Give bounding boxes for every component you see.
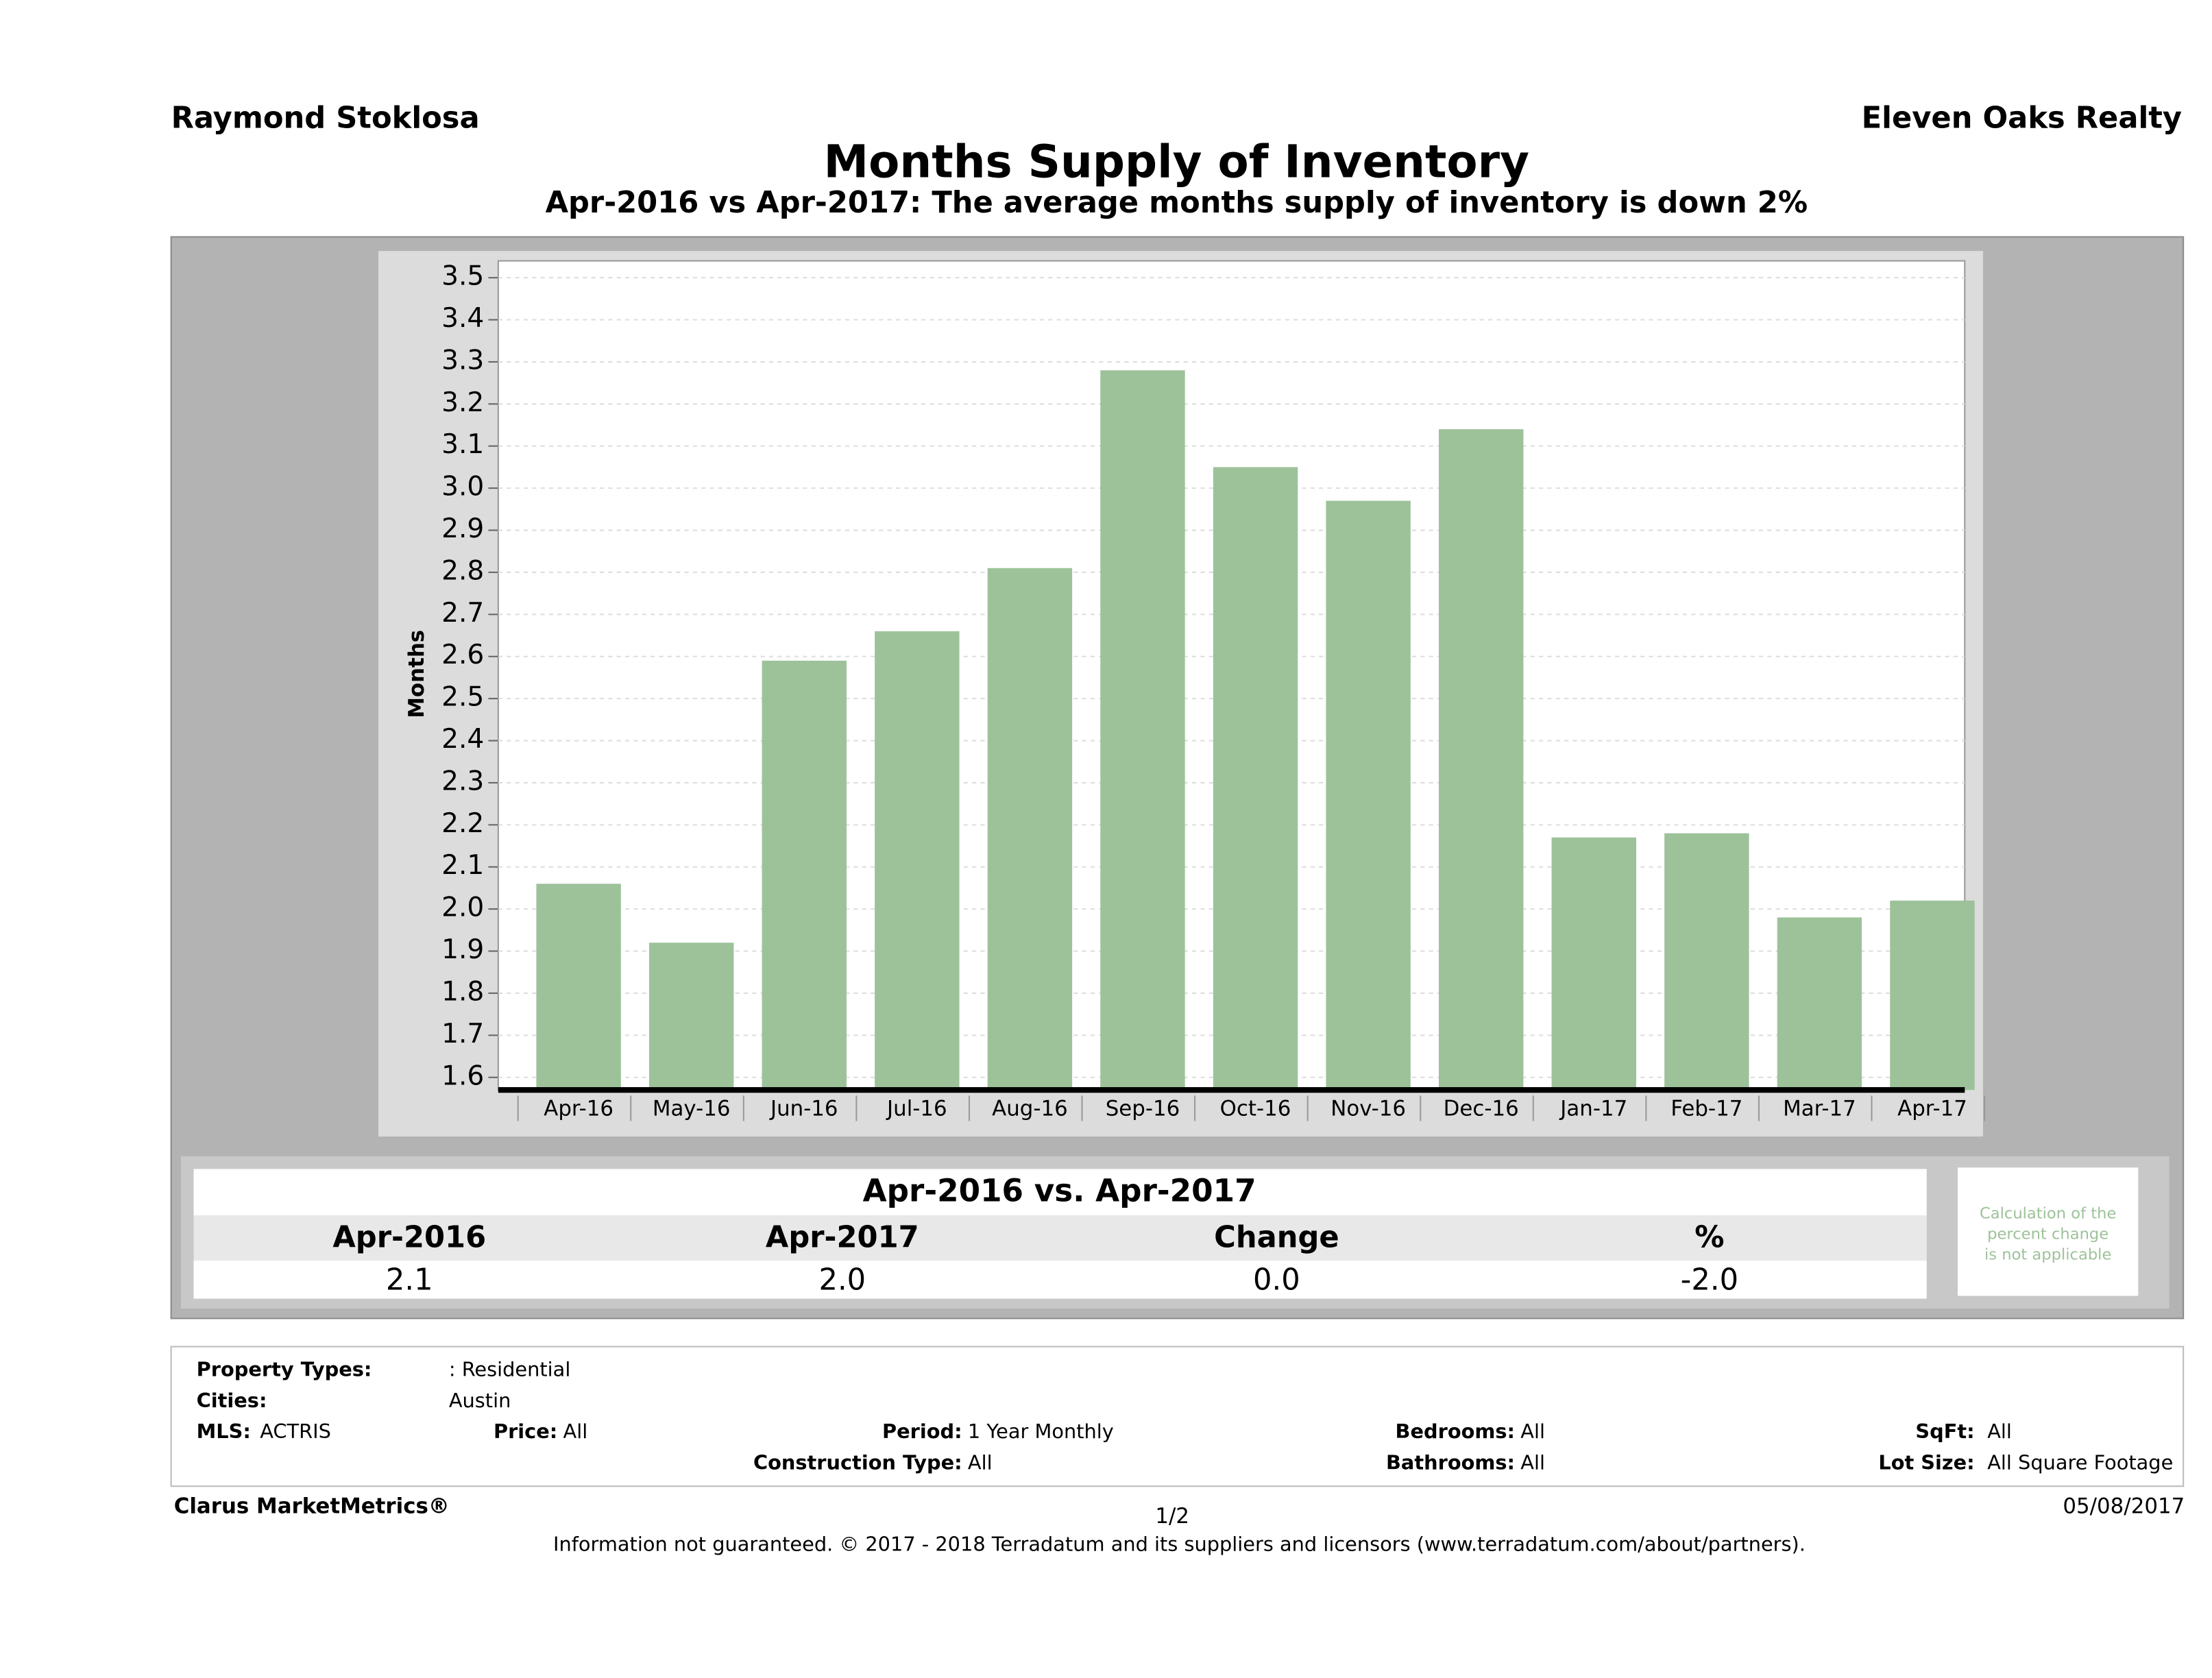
bar	[1100, 370, 1185, 1091]
note-line: is not applicable	[1984, 1245, 2111, 1263]
filter-label: Period:	[882, 1420, 962, 1443]
table: Apr-2016 2.1 Apr-2017 2.0 Change 0.0% -2.0	[332, 1221, 1738, 1298]
y-tick-label: 2.0	[441, 892, 484, 923]
table-value-row	[193, 1261, 1927, 1299]
y-tick-label: 2.5	[441, 682, 484, 713]
bar	[1664, 833, 1749, 1091]
y-tick-label: 3.4	[441, 303, 484, 334]
filter-label: Lot Size:	[1878, 1450, 1974, 1474]
author: Raymond Stoklosa	[171, 101, 480, 135]
filter-label: Property Types:	[197, 1358, 372, 1381]
filter-label: Construction Type:	[753, 1450, 962, 1474]
y-tick-label: 1.6	[441, 1060, 484, 1091]
filter-value: ACTRIS	[260, 1420, 331, 1443]
y-tick-label: 2.4	[441, 724, 484, 755]
filters-box	[170, 1346, 2185, 1487]
y-tick-label: 3.5	[441, 261, 484, 292]
filter-label: Price:	[494, 1420, 557, 1443]
y-tick-label: 2.8	[441, 555, 484, 586]
x-tick-label: Apr-16	[544, 1096, 613, 1121]
bar	[987, 568, 1073, 1091]
date: 05/08/2017	[2063, 1494, 2185, 1519]
x-tick-label: Nov-16	[1330, 1096, 1406, 1121]
y-tick-label: 1.8	[441, 976, 484, 1007]
y-tick-label: 2.7	[441, 598, 484, 629]
chart-title: Months Supply of Inventory	[824, 136, 1529, 189]
x-tick-label: Feb-17	[1670, 1096, 1742, 1121]
y-tick-label: 3.2	[441, 387, 484, 418]
bar	[648, 943, 734, 1091]
y-tick-label: 1.7	[441, 1019, 484, 1049]
table-value: 2.1	[386, 1263, 433, 1297]
table-value: 2.0	[818, 1263, 866, 1297]
note-line: Calculation of the	[1980, 1205, 2116, 1223]
table-value: 0.0	[1253, 1263, 1300, 1297]
table-title: Apr-2016 vs. Apr-2017	[863, 1172, 1256, 1208]
disclaimer: Information not guaranteed. © 2017 - 201…	[553, 1533, 1806, 1556]
table-header-row	[193, 1215, 1927, 1261]
table-value: -2.0	[1681, 1263, 1738, 1297]
filter-value: All Square Footage	[1987, 1450, 2173, 1474]
y-axis-label: Months	[404, 630, 429, 718]
y-tick-label: 2.1	[441, 850, 484, 881]
y-tick-label: 2.3	[441, 766, 484, 797]
filter-value: All	[1520, 1420, 1545, 1443]
x-tick-label: Jan-17	[1559, 1096, 1627, 1121]
table-header: Apr-2017	[766, 1221, 919, 1255]
filter-value: 1 Year Monthly	[968, 1420, 1114, 1443]
x-tick-label: Jul-16	[886, 1096, 947, 1121]
chart-subtitle: Apr-2016 vs Apr-2017: The average months…	[546, 186, 1808, 220]
table-title-row	[193, 1169, 1927, 1216]
table-header: %	[1694, 1221, 1724, 1255]
bar	[536, 884, 621, 1091]
filter-label: SqFt:	[1915, 1420, 1974, 1443]
filters: Property Types: : Residential Cities: Au…	[197, 1358, 2174, 1474]
plot: 1.6 1.7 1.8 1.9 2.0 2.1 2.2 2.3 2.4 2.5 2.6 2.7 2.8 2…	[441, 261, 1986, 1121]
x-tick-label: Mar-17	[1783, 1096, 1856, 1121]
page-number: 1/2	[1155, 1504, 1189, 1529]
filter-value: All	[1520, 1450, 1545, 1474]
bar	[1551, 837, 1636, 1091]
bar	[1890, 900, 1975, 1091]
y-tick-label: 3.3	[441, 345, 484, 376]
y-tick-label: 1.9	[441, 934, 484, 965]
note: Calculation of the percent change is not a…	[1980, 1205, 2116, 1264]
x-tick-label: Aug-16	[992, 1096, 1068, 1121]
bar	[1213, 467, 1298, 1091]
x-tick-label: Sep-16	[1106, 1096, 1180, 1121]
table-header: Apr-2016	[332, 1221, 486, 1255]
y-tick-label: 2.2	[441, 808, 484, 839]
filter-label: Bedrooms:	[1396, 1420, 1516, 1443]
y-tick-label: 2.9	[441, 513, 484, 544]
x-tick-label: Dec-16	[1444, 1096, 1519, 1121]
filter-value: All	[968, 1450, 993, 1474]
bar	[1438, 429, 1524, 1091]
filter-value: : Residential	[449, 1358, 570, 1381]
x-tick-label: May-16	[653, 1096, 731, 1121]
x-tick-label: Apr-17	[1897, 1096, 1967, 1121]
filter-value: All	[1987, 1420, 2012, 1443]
x-tick-label: Jun-16	[769, 1096, 838, 1121]
filter-value: All	[563, 1420, 588, 1443]
x-tick-label: Oct-16	[1220, 1096, 1291, 1121]
bar	[762, 660, 847, 1091]
brand: Clarus MarketMetrics®	[174, 1494, 450, 1519]
filter-value: Austin	[449, 1389, 511, 1412]
company: Eleven Oaks Realty	[1862, 101, 2182, 135]
bar	[1326, 500, 1411, 1091]
table-header: Change	[1214, 1221, 1339, 1255]
bar	[1777, 917, 1862, 1091]
note-line: percent change	[1987, 1226, 2108, 1243]
y-tick-label: 3.0	[441, 472, 484, 502]
y-tick-label: 2.6	[441, 640, 484, 670]
y-tick-label: 3.1	[441, 429, 484, 460]
filter-label: Bathrooms:	[1386, 1450, 1515, 1474]
filter-label: MLS:	[197, 1420, 251, 1443]
bar	[875, 631, 960, 1091]
filter-label: Cities:	[197, 1389, 267, 1412]
note-box	[1958, 1167, 2139, 1296]
